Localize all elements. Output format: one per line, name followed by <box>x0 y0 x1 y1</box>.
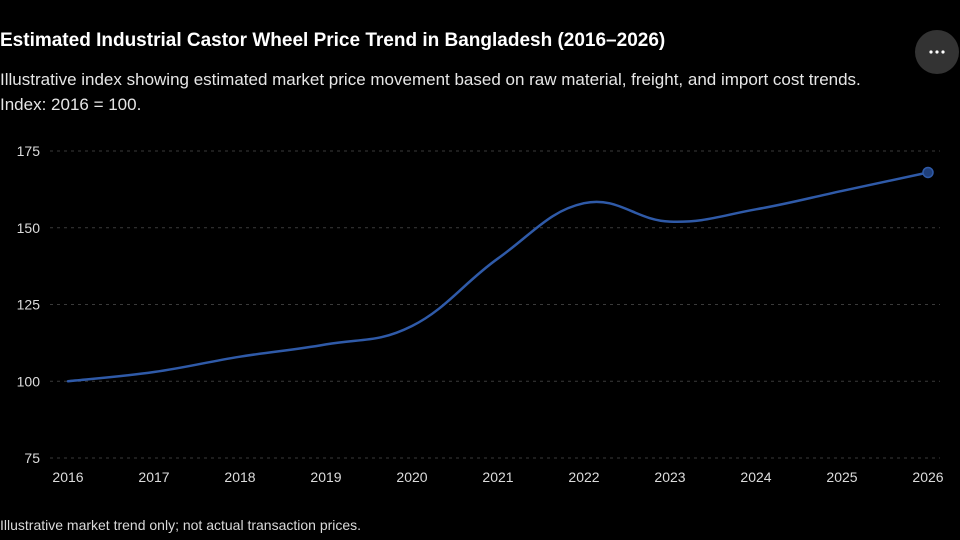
y-tick-label: 100 <box>17 373 41 389</box>
y-tick-label: 175 <box>17 143 41 159</box>
more-horizontal-icon <box>929 50 945 54</box>
x-tick-label: 2020 <box>396 469 427 485</box>
footnote: Illustrative market trend only; not actu… <box>0 517 362 533</box>
y-tick-label: 150 <box>17 220 41 236</box>
series-line <box>66 171 930 383</box>
x-tick-label: 2019 <box>310 469 341 485</box>
x-tick-label: 2022 <box>568 469 599 485</box>
x-tick-label: 2018 <box>224 469 255 485</box>
x-tick-label: 2017 <box>138 469 169 485</box>
x-tick-label: 2024 <box>740 469 771 485</box>
y-tick-label: 125 <box>17 297 41 313</box>
y-tick-label: 75 <box>24 450 40 466</box>
last-point-marker <box>922 166 934 179</box>
chart-subtitle: Illustrative index showing estimated mar… <box>0 70 861 114</box>
x-tick-label: 2021 <box>482 469 513 485</box>
x-tick-label: 2026 <box>912 469 943 485</box>
x-tick-label: 2016 <box>52 469 83 485</box>
more-options-button[interactable] <box>915 30 959 74</box>
x-tick-label: 2023 <box>654 469 685 485</box>
chart-title: Estimated Industrial Castor Wheel Price … <box>0 30 666 51</box>
x-tick-label: 2025 <box>826 469 857 485</box>
